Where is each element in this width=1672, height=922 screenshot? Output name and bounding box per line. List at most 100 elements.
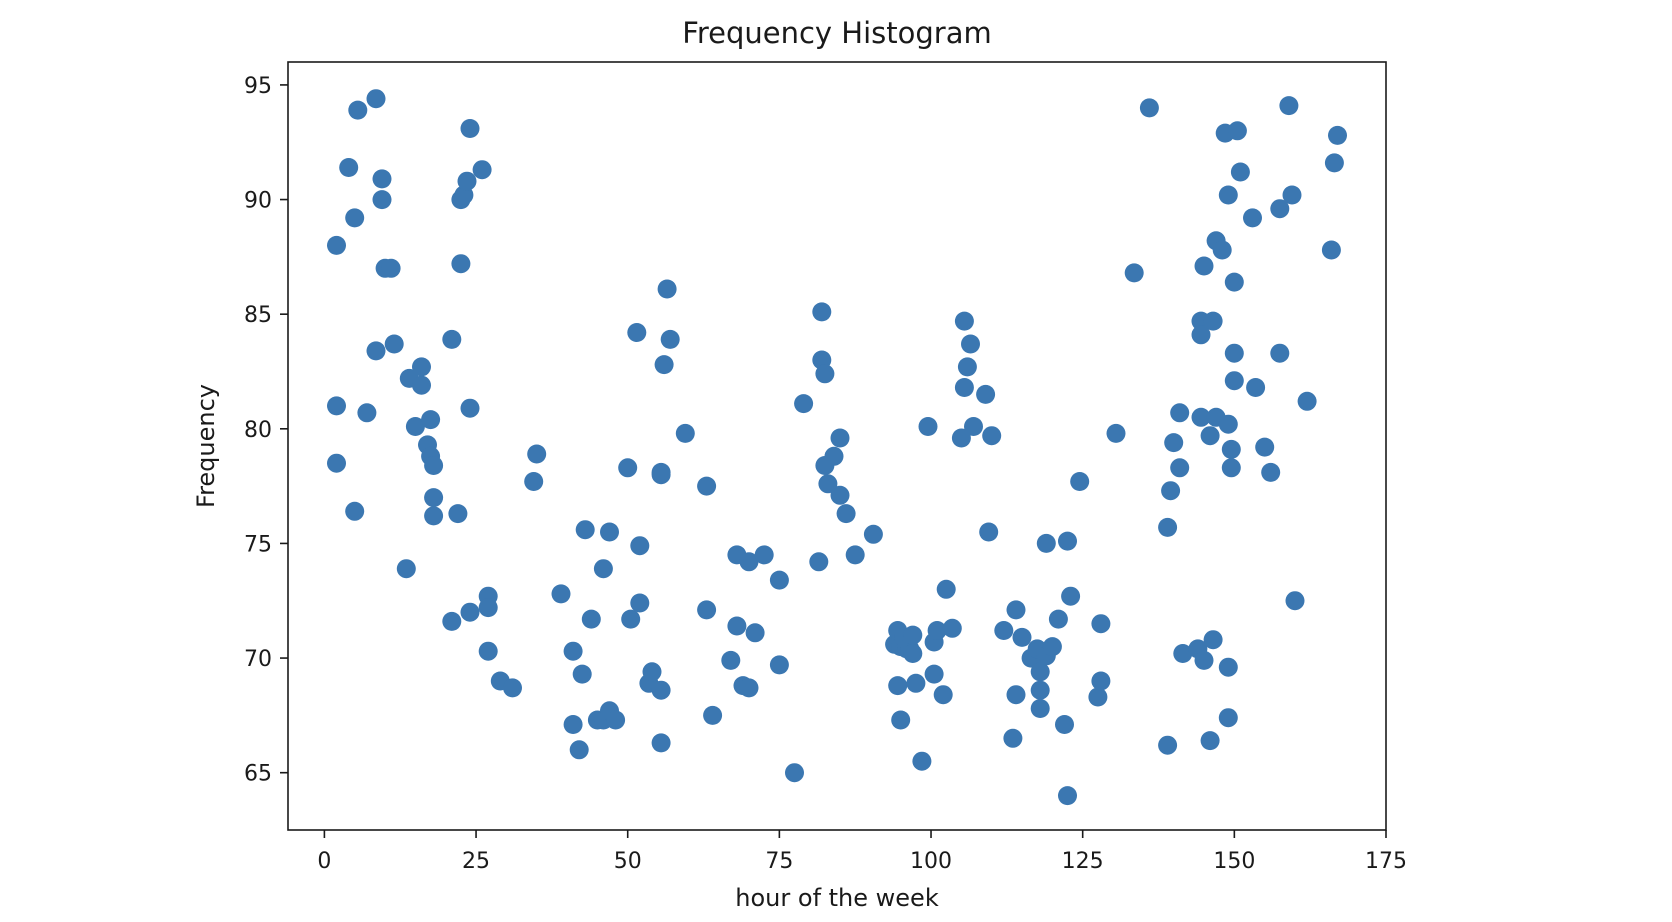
data-point — [1061, 586, 1081, 606]
data-point — [1200, 731, 1220, 751]
data-point — [794, 394, 814, 414]
data-point — [478, 598, 498, 618]
data-point — [994, 621, 1014, 640]
data-point — [327, 235, 346, 255]
data-point — [1088, 687, 1108, 707]
data-point — [503, 678, 522, 698]
data-point — [1227, 121, 1247, 141]
data-point — [912, 751, 932, 771]
data-point — [1224, 371, 1244, 391]
chart-title: Frequency Histogram — [682, 16, 991, 50]
data-points — [327, 89, 1347, 806]
data-point — [618, 458, 638, 478]
data-point — [1058, 786, 1077, 806]
data-point — [381, 258, 401, 278]
data-point — [954, 378, 974, 397]
data-point — [1106, 423, 1126, 443]
data-point — [818, 474, 838, 494]
y-tick-label: 70 — [244, 647, 272, 672]
y-tick-label: 80 — [244, 418, 272, 443]
data-point — [951, 428, 971, 448]
data-point — [1321, 240, 1341, 260]
x-axis-title: hour of the week — [735, 884, 939, 912]
data-point — [345, 208, 365, 228]
data-point — [1224, 272, 1244, 292]
data-point — [606, 710, 626, 730]
data-point — [1158, 517, 1178, 537]
data-point — [1221, 458, 1241, 478]
data-point — [1164, 433, 1184, 453]
y-axis: 65 70 75 80 85 90 95 — [244, 74, 288, 787]
data-point — [460, 119, 480, 138]
data-point — [651, 680, 671, 700]
data-point — [942, 618, 962, 638]
data-point — [1030, 680, 1050, 700]
data-point — [936, 579, 956, 599]
data-point — [1255, 437, 1275, 457]
data-point — [845, 545, 865, 565]
data-point — [1246, 378, 1266, 397]
data-point — [472, 160, 492, 180]
data-point — [1221, 439, 1241, 459]
data-point — [836, 504, 856, 524]
data-point — [357, 403, 377, 423]
data-point — [830, 485, 850, 505]
data-point — [1218, 708, 1238, 728]
data-point — [1218, 414, 1238, 434]
data-point — [769, 655, 789, 675]
data-point — [412, 375, 431, 395]
data-point — [593, 559, 613, 579]
x-tick-label: 75 — [765, 849, 793, 874]
data-point — [1218, 657, 1238, 677]
data-point — [581, 609, 601, 629]
data-point — [1328, 125, 1347, 145]
data-point — [442, 329, 462, 349]
data-point — [927, 621, 947, 640]
data-point — [1003, 728, 1023, 748]
data-point — [739, 552, 759, 572]
data-point — [366, 341, 386, 361]
data-point — [1324, 153, 1344, 173]
data-point — [954, 311, 974, 331]
data-point — [660, 329, 680, 349]
data-point — [812, 302, 832, 322]
data-point — [396, 559, 416, 579]
data-point — [327, 396, 346, 416]
data-point — [982, 426, 1002, 446]
data-point — [569, 740, 589, 760]
data-point — [1161, 481, 1181, 501]
data-point — [478, 641, 498, 661]
data-point — [697, 600, 717, 620]
data-point — [457, 171, 477, 191]
x-tick-label: 25 — [462, 849, 490, 874]
data-point — [366, 89, 386, 109]
data-point — [1279, 96, 1299, 116]
data-point — [903, 625, 923, 645]
data-point — [1139, 98, 1159, 118]
data-point — [1203, 630, 1223, 650]
data-point — [460, 398, 480, 418]
data-point — [1203, 311, 1223, 331]
data-point — [524, 472, 544, 491]
data-point — [424, 488, 444, 508]
data-point — [754, 545, 774, 565]
data-point — [1091, 671, 1111, 691]
data-point — [448, 504, 468, 524]
data-point — [1070, 472, 1090, 491]
data-point — [888, 676, 908, 696]
data-point — [551, 584, 571, 604]
data-point — [1218, 185, 1238, 205]
data-point — [976, 384, 996, 404]
data-point — [405, 417, 425, 436]
data-point — [1194, 650, 1214, 670]
x-tick-label: 50 — [614, 849, 642, 874]
data-point — [627, 323, 647, 342]
data-point — [891, 710, 911, 730]
data-point — [442, 611, 462, 631]
data-point — [630, 593, 650, 613]
data-point — [1030, 662, 1050, 682]
data-point — [372, 169, 392, 189]
data-point — [527, 444, 547, 464]
data-point — [421, 410, 441, 430]
x-tick-label: 175 — [1365, 849, 1407, 874]
